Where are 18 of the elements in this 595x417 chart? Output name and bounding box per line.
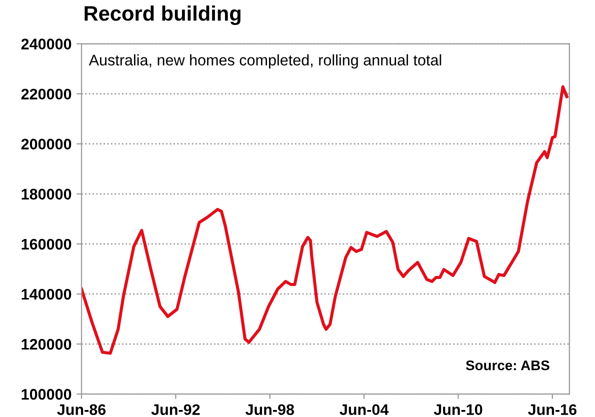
- x-tick-label: Jun-92: [151, 404, 200, 416]
- x-tick-label: Jun-10: [434, 404, 482, 416]
- chart-title: Record building: [84, 6, 240, 26]
- x-tick-label: Jun-04: [340, 404, 389, 416]
- y-tick-label: 180000: [22, 188, 72, 200]
- y-tick-label: 240000: [21, 38, 72, 50]
- annotation: Source: ABS: [466, 360, 550, 370]
- y-tick-label: 120000: [22, 338, 72, 350]
- x-tick-label: Jun-86: [57, 404, 106, 416]
- y-tick-label: 200000: [21, 138, 72, 150]
- y-tick-label: 140000: [22, 288, 72, 300]
- x-tick-label: Jun-16: [528, 404, 576, 416]
- line-series: [82, 85, 568, 355]
- y-tick-label: 160000: [22, 238, 72, 250]
- y-tick-label: 100000: [22, 388, 72, 400]
- text: Australia, new homes completed, rolling annual total: [88, 54, 442, 69]
- x-tick-label: Jun-98: [245, 404, 294, 416]
- y-tick-label: 220000: [21, 88, 72, 100]
